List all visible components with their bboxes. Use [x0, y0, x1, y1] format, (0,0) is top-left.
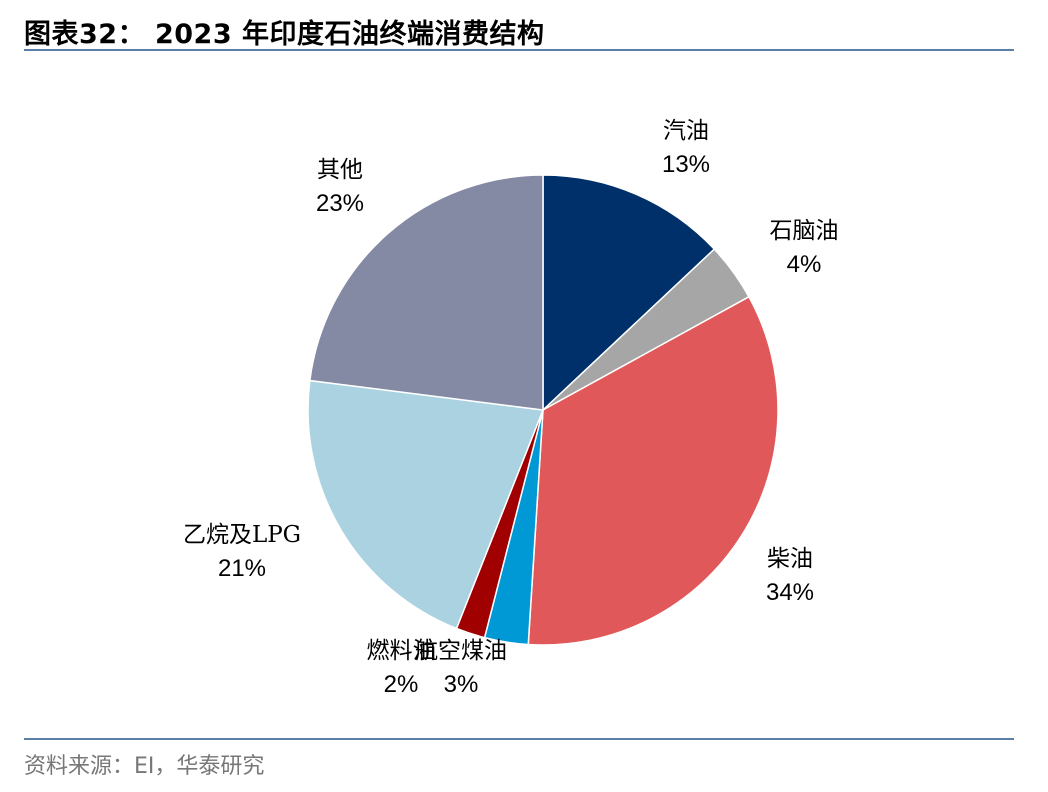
- slice-category-label: 其他: [316, 157, 363, 183]
- pie-slice: [527, 295, 779, 646]
- slice-label: 燃料油 2%: [367, 634, 436, 702]
- slice-value-label: 2%: [383, 671, 419, 698]
- slice-label: 其他 23%: [316, 153, 364, 221]
- footer-divider: [24, 738, 1014, 740]
- slice-value-label: 21%: [217, 555, 267, 582]
- slice-label: 石脑油 4%: [770, 214, 839, 282]
- slice-label: 乙烷及LPG 21%: [183, 518, 301, 586]
- slice-category-label: 柴油: [766, 546, 813, 572]
- slice-label: 柴油 34%: [766, 542, 814, 610]
- slice-label: 航空煤油 3%: [415, 634, 507, 702]
- slice-label: 汽油 13%: [662, 114, 710, 182]
- slice-category-label: 石脑油: [769, 218, 839, 244]
- pie-slice: [542, 174, 716, 412]
- slice-value-label: 34%: [765, 579, 815, 606]
- slice-category-label: 燃料油: [366, 638, 436, 664]
- title-divider: [24, 49, 1014, 51]
- slice-category-label: 汽油: [662, 118, 709, 144]
- pie-slice: [307, 379, 545, 630]
- slice-category-label: 航空煤油: [415, 638, 507, 664]
- source-note: 资料来源：EI，华泰研究: [24, 754, 265, 779]
- slice-value-label: 3%: [443, 671, 479, 698]
- figure-title: 图表32： 2023 年印度石油终端消费结构: [24, 19, 545, 50]
- slice-category-label: 乙烷及LPG: [182, 522, 302, 548]
- slice-value-label: 13%: [661, 151, 711, 178]
- slice-value-label: 4%: [786, 251, 822, 278]
- pie-slice: [309, 174, 544, 411]
- slice-value-label: 23%: [315, 190, 365, 217]
